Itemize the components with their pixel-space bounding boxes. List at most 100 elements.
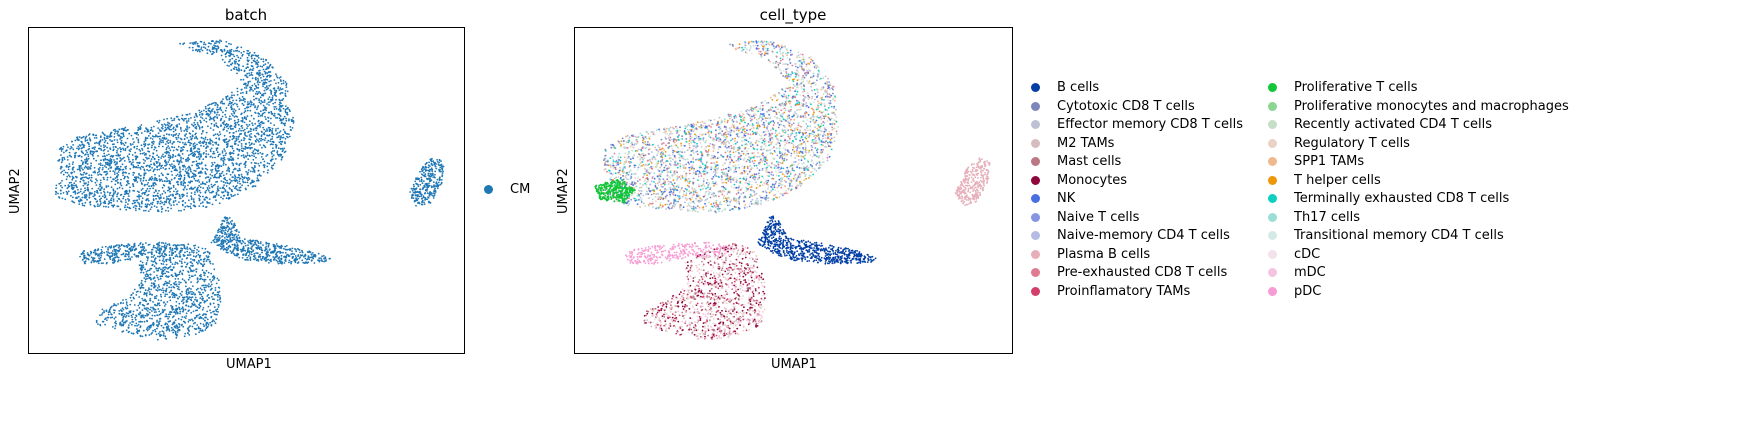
legend-item-mdc: mDC xyxy=(1268,265,1326,280)
legend-marker xyxy=(1031,101,1040,111)
batch-x-axis-label: UMAP1 xyxy=(226,357,272,372)
legend-label: Proinflamatory TAMs xyxy=(1057,283,1191,299)
legend-marker xyxy=(1031,175,1040,185)
legend-marker xyxy=(1031,231,1040,240)
series-points-cm xyxy=(79,241,189,265)
legend-item-transitional-memory-cd4-t-cells: Transitional memory CD4 T cells xyxy=(1268,228,1504,243)
legend-item-proliferative-monocytes-and-macrophages: Proliferative monocytes and macrophages xyxy=(1268,99,1569,114)
celltype-panel-title: cell_type xyxy=(759,6,827,24)
series-points-plasma-b-cells xyxy=(954,157,991,207)
legend-label: Transitional memory CD4 T cells xyxy=(1294,228,1504,243)
legend-item-cdc: cDC xyxy=(1268,247,1320,262)
legend-marker xyxy=(1031,120,1040,129)
legend-label: Proliferative T cells xyxy=(1294,80,1418,95)
legend-label: Monocytes xyxy=(1057,172,1128,188)
legend-label: M2 TAMs xyxy=(1057,135,1115,151)
legend-marker xyxy=(1031,157,1040,166)
batch-scatter-points xyxy=(54,39,445,341)
legend-item-cytotoxic-cd8-t-cells: Cytotoxic CD8 T cells xyxy=(1031,99,1195,114)
legend-marker xyxy=(1031,138,1040,148)
legend-label: Terminally exhausted CD8 T cells xyxy=(1294,191,1510,206)
series-points-cm xyxy=(95,243,222,341)
batch-y-axis-label: UMAP2 xyxy=(8,168,23,214)
legend-item-recently-activated-cd4-t-cells: Recently activated CD4 T cells xyxy=(1268,117,1492,132)
series-points-monocytes xyxy=(643,244,766,338)
series-points-cm xyxy=(210,216,331,265)
legend-marker xyxy=(1268,286,1277,296)
legend-item-t-helper-cells: T helper cells xyxy=(1268,173,1381,188)
legend-marker xyxy=(484,185,493,194)
legend-marker xyxy=(1268,157,1277,166)
series-points-mdc xyxy=(648,246,764,340)
legend-marker xyxy=(1031,83,1040,92)
series-points-cm xyxy=(409,157,445,207)
legend-label: mDC xyxy=(1294,265,1326,280)
legend-label: Naive T cells xyxy=(1057,209,1140,225)
legend-item-proliferative-t-cells: Proliferative T cells xyxy=(1268,80,1417,95)
legend-label: cDC xyxy=(1294,246,1321,262)
batch-umap-plot xyxy=(28,27,465,354)
series-points-proliferative-t-cells xyxy=(594,179,636,204)
legend-item-pdc: pDC xyxy=(1268,284,1321,299)
legend-label: Naive-memory CD4 T cells xyxy=(1057,228,1230,243)
series-points-mast-cells xyxy=(643,243,766,340)
series-points-b-cells xyxy=(757,215,877,265)
legend-label: NK xyxy=(1057,191,1076,206)
legend-marker xyxy=(1268,138,1277,148)
series-points-regulatory-t-cells xyxy=(647,246,766,340)
legend-item-naive-memory-cd4-t-cells: Naive-memory CD4 T cells xyxy=(1031,228,1230,243)
legend-item-regulatory-t-cells: Regulatory T cells xyxy=(1268,136,1410,151)
legend-marker xyxy=(1268,101,1277,111)
legend-label: T helper cells xyxy=(1294,172,1381,188)
legend-item-spp1-tams: SPP1 TAMs xyxy=(1268,154,1364,169)
celltype-umap-plot xyxy=(574,27,1013,354)
legend-item-proinflamatory-tams: Proinflamatory TAMs xyxy=(1031,284,1190,299)
legend-label: CM xyxy=(510,182,531,197)
legend-item-nk: NK xyxy=(1031,191,1075,206)
legend-item-th17-cells: Th17 cells xyxy=(1268,210,1360,225)
legend-marker xyxy=(1031,194,1040,203)
legend-label: Regulatory T cells xyxy=(1294,135,1410,151)
legend-label: Effector memory CD8 T cells xyxy=(1057,117,1243,132)
legend-marker xyxy=(1268,83,1277,92)
legend-marker xyxy=(1268,249,1277,259)
legend-marker xyxy=(1268,231,1277,240)
legend-marker xyxy=(1268,268,1277,277)
legend-label: SPP1 TAMs xyxy=(1294,154,1365,169)
legend-label: Th17 cells xyxy=(1294,209,1360,225)
batch-panel-title: batch xyxy=(224,6,268,24)
legend-item-m2-tams: M2 TAMs xyxy=(1031,136,1114,151)
legend-label: Mast cells xyxy=(1057,154,1122,169)
legend-label: Cytotoxic CD8 T cells xyxy=(1057,98,1195,114)
legend-marker xyxy=(1268,212,1277,222)
legend-item-mast-cells: Mast cells xyxy=(1031,154,1121,169)
legend-marker xyxy=(1031,268,1040,277)
series-points-regulatory-t-cells xyxy=(602,41,838,212)
legend-marker xyxy=(1268,194,1277,203)
legend-item-effector-memory-cd8-t-cells: Effector memory CD8 T cells xyxy=(1031,117,1243,132)
legend-label: Proliferative monocytes and macrophages xyxy=(1294,98,1569,114)
legend-label: pDC xyxy=(1294,283,1322,299)
series-points-pdc xyxy=(625,241,734,265)
legend-label: Pre-exhausted CD8 T cells xyxy=(1057,265,1228,280)
legend-marker xyxy=(1031,249,1040,259)
legend-item-cm: CM xyxy=(484,182,530,197)
legend-label: B cells xyxy=(1057,80,1100,95)
legend-item-terminally-exhausted-cd8-t-cells: Terminally exhausted CD8 T cells xyxy=(1268,191,1509,206)
legend-item-plasma-b-cells: Plasma B cells xyxy=(1031,247,1150,262)
legend-item-b-cells: B cells xyxy=(1031,80,1099,95)
legend-item-pre-exhausted-cd8-t-cells: Pre-exhausted CD8 T cells xyxy=(1031,265,1227,280)
celltype-y-axis-label: UMAP2 xyxy=(556,168,571,214)
celltype-x-axis-label: UMAP1 xyxy=(771,357,817,372)
legend-marker xyxy=(1268,175,1277,185)
legend-item-naive-t-cells: Naive T cells xyxy=(1031,210,1139,225)
legend-marker xyxy=(1268,120,1277,129)
series-points-recently-activated-cd4-t-cells xyxy=(604,39,840,213)
celltype-scatter-points xyxy=(594,39,991,340)
legend-label: Plasma B cells xyxy=(1057,246,1151,262)
legend-label: Recently activated CD4 T cells xyxy=(1294,117,1493,132)
series-points-cm xyxy=(54,39,295,213)
legend-item-monocytes: Monocytes xyxy=(1031,173,1127,188)
legend-marker xyxy=(1031,286,1040,296)
legend-marker xyxy=(1031,212,1040,222)
